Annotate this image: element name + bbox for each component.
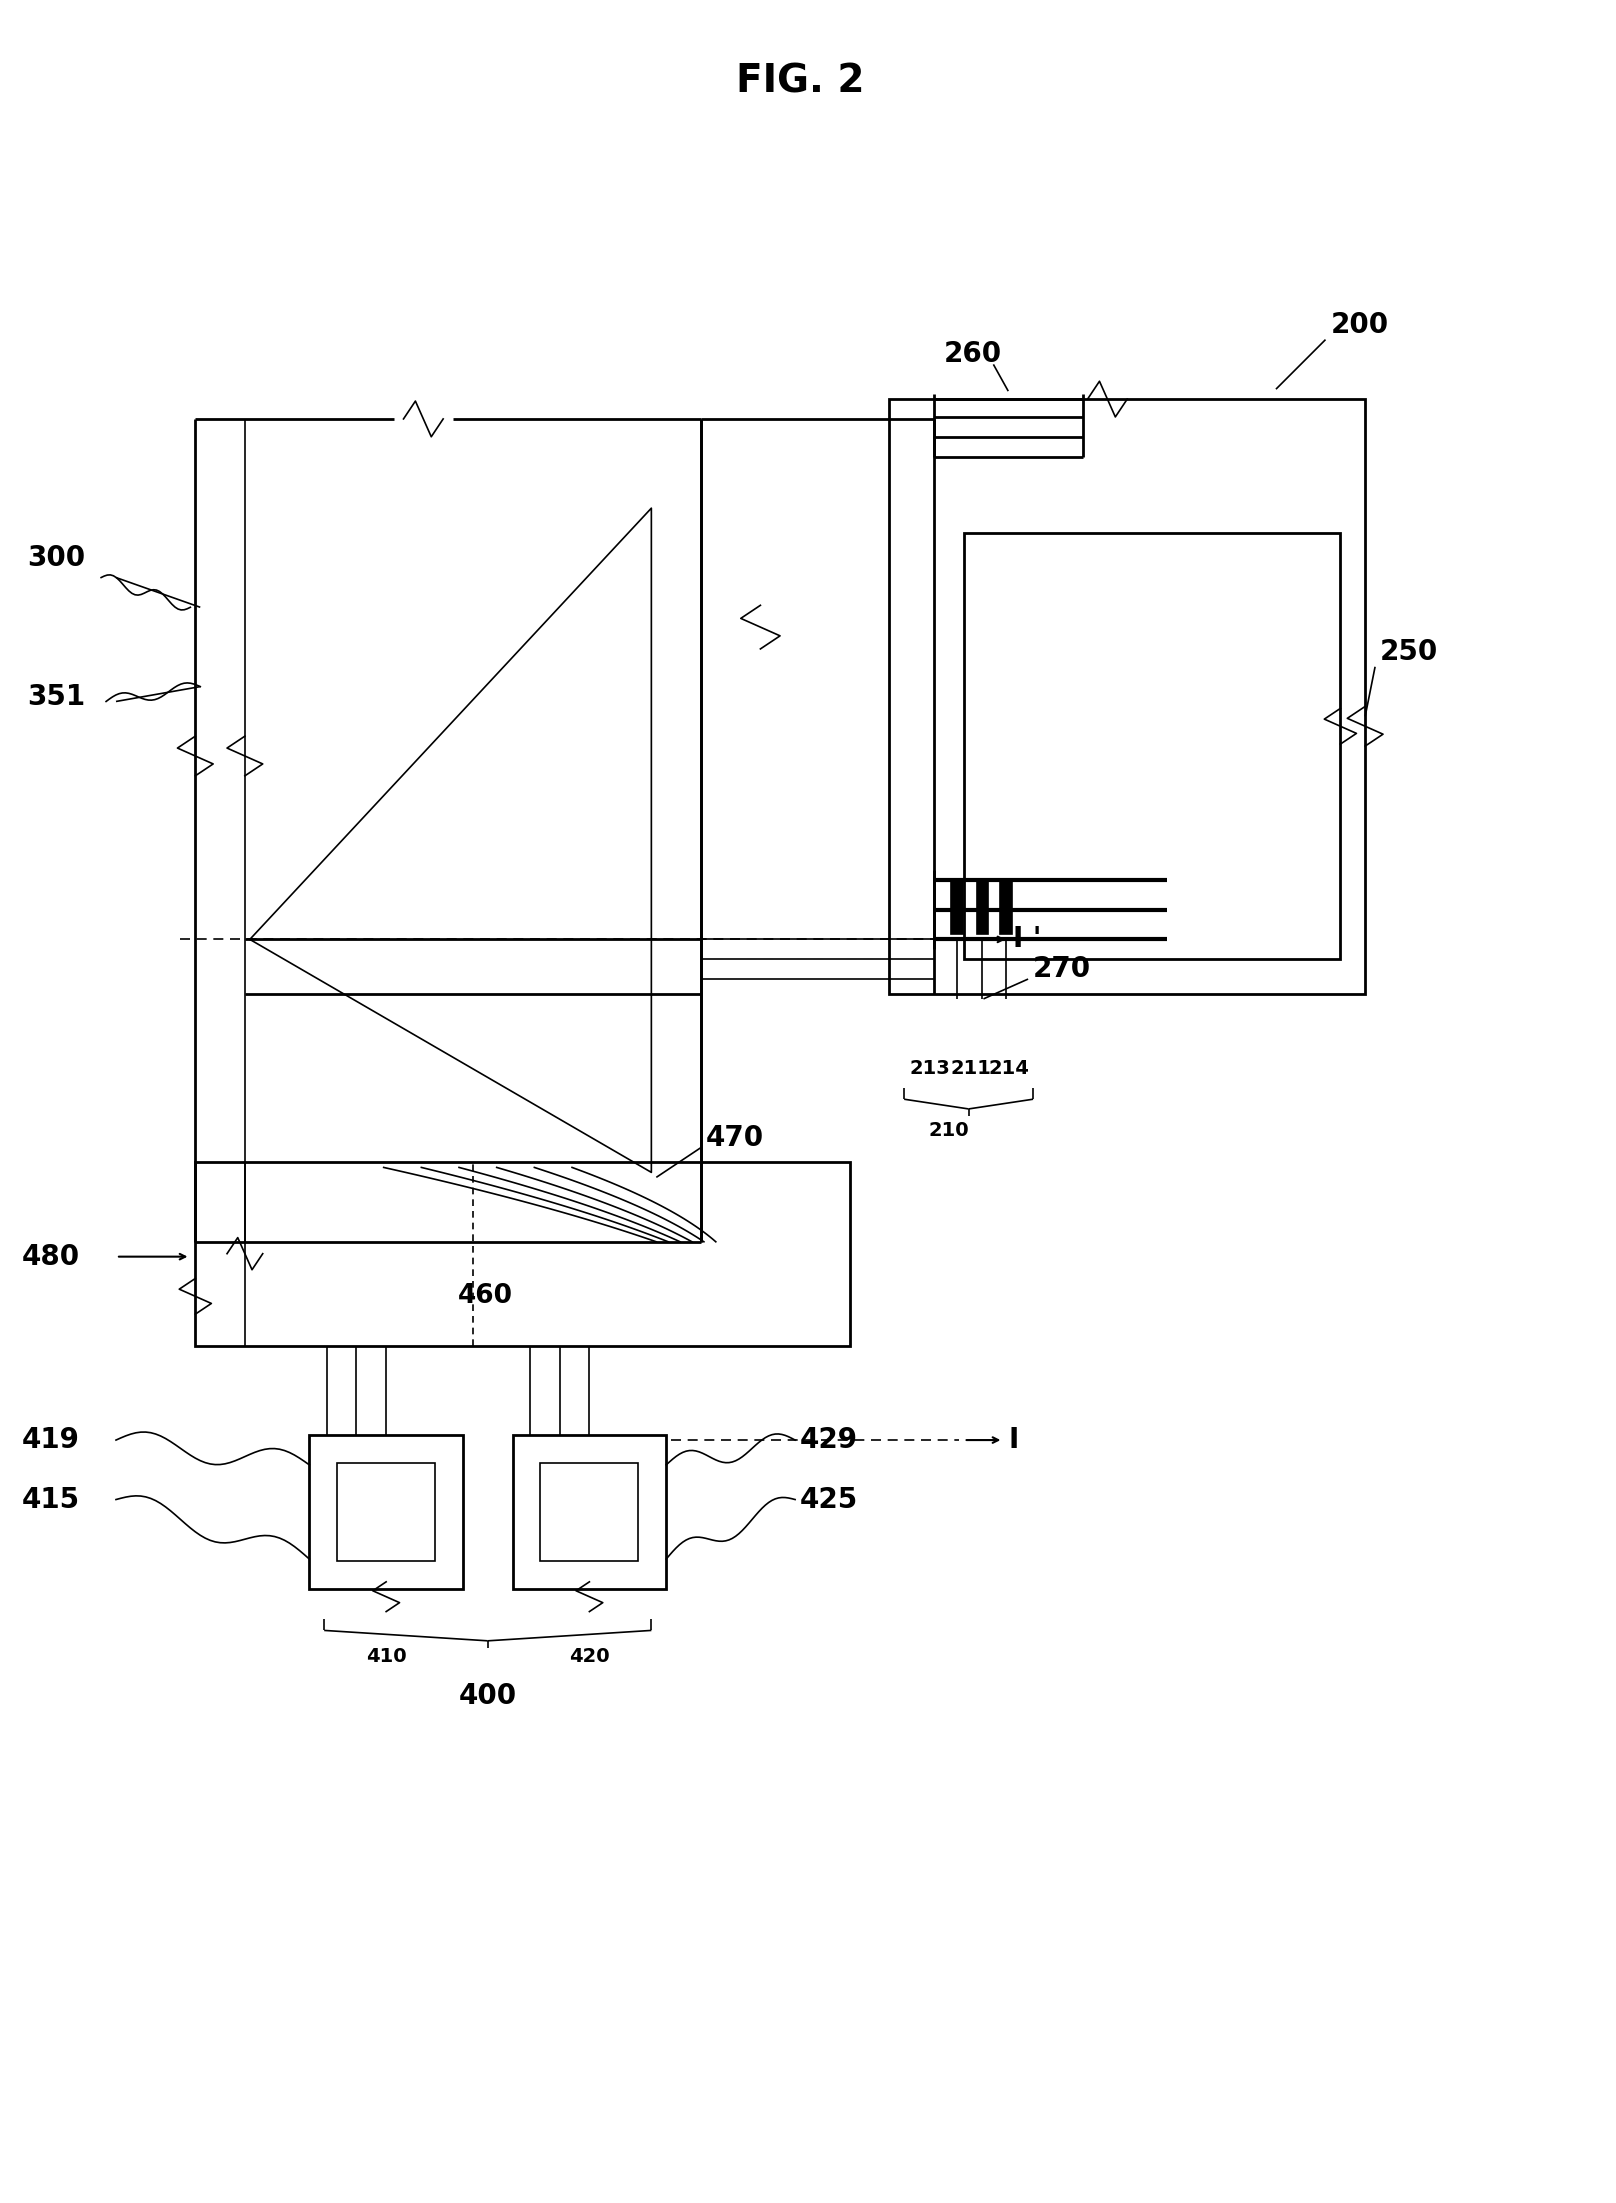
Bar (196, 1163, 850, 1346)
Bar (976, 879, 989, 934)
Bar (512, 1434, 666, 1588)
Text: 211: 211 (950, 1060, 992, 1077)
Text: 460: 460 (457, 1284, 512, 1309)
Text: 300: 300 (27, 544, 86, 573)
Text: 400: 400 (459, 1681, 517, 1710)
Text: 470: 470 (706, 1124, 764, 1152)
Text: 260: 260 (944, 341, 1002, 368)
Bar (338, 1463, 435, 1562)
Bar (950, 879, 963, 934)
Text: 250: 250 (1380, 639, 1438, 665)
Text: 214: 214 (989, 1060, 1029, 1077)
Text: FIG. 2: FIG. 2 (735, 64, 865, 101)
Bar (889, 399, 1366, 994)
Text: 213: 213 (910, 1060, 950, 1077)
Text: 351: 351 (27, 683, 86, 712)
Bar (540, 1463, 638, 1562)
Text: 415: 415 (21, 1485, 79, 1513)
Text: 210: 210 (929, 1121, 970, 1141)
Text: I: I (1008, 1425, 1018, 1454)
Text: 425: 425 (800, 1485, 858, 1513)
Bar (963, 533, 1340, 958)
Text: 419: 419 (21, 1425, 79, 1454)
Bar (309, 1434, 464, 1588)
Text: 429: 429 (800, 1425, 858, 1454)
Bar (1000, 879, 1012, 934)
Text: 200: 200 (1330, 311, 1388, 339)
Text: I ': I ' (1013, 925, 1042, 954)
Text: 270: 270 (1033, 956, 1091, 983)
Text: 420: 420 (569, 1646, 609, 1665)
Text: 480: 480 (21, 1242, 79, 1271)
Text: 410: 410 (365, 1646, 407, 1665)
